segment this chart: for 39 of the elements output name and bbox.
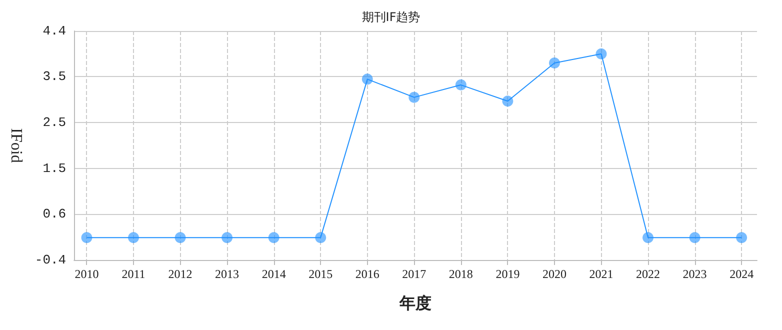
point (596, 48, 607, 60)
point (222, 232, 233, 244)
x-tick-label: 2012 (168, 267, 192, 281)
point (362, 74, 373, 85)
point (81, 232, 92, 244)
chart-title: 期刊IF趋势 (362, 10, 420, 24)
x-tick-label: 2018 (448, 267, 473, 281)
x-tick-label: 2016 (355, 267, 380, 281)
point (315, 232, 326, 244)
point (268, 232, 280, 244)
point (408, 92, 420, 103)
point (174, 232, 186, 244)
y-tick-label: 2.5 (42, 115, 66, 130)
y-tick-label: -0.4 (34, 252, 66, 268)
x-axis-title: 年度 (398, 294, 432, 312)
x-tick-label: 2017 (402, 267, 426, 281)
x-tick-label: 2022 (636, 267, 660, 281)
x-tick-label: 2010 (74, 267, 99, 281)
point (128, 232, 140, 244)
point (548, 57, 560, 68)
x-tick-label: 2024 (730, 267, 754, 281)
point (689, 232, 700, 244)
x-tick-label: 2014 (262, 267, 286, 281)
x-tick-label: 2023 (682, 267, 707, 281)
y-tick-label: 1.5 (42, 160, 66, 176)
y-axis-title: IFoid (8, 128, 24, 163)
y-tick-label: 0.6 (42, 206, 66, 222)
x-tick-label: 2019 (496, 267, 520, 281)
x-tick-label: 2013 (215, 267, 240, 281)
y-tick-label: 4.4 (42, 24, 66, 38)
x-tick-label: 2011 (122, 267, 146, 281)
point (502, 96, 514, 107)
point (736, 232, 748, 244)
point (455, 79, 466, 90)
point (642, 232, 654, 244)
x-tick-label: 2015 (308, 267, 333, 281)
x-tick-label: 2021 (589, 267, 614, 281)
y-tick-label: 3.5 (42, 68, 66, 84)
x-tick-label: 2020 (542, 267, 566, 281)
